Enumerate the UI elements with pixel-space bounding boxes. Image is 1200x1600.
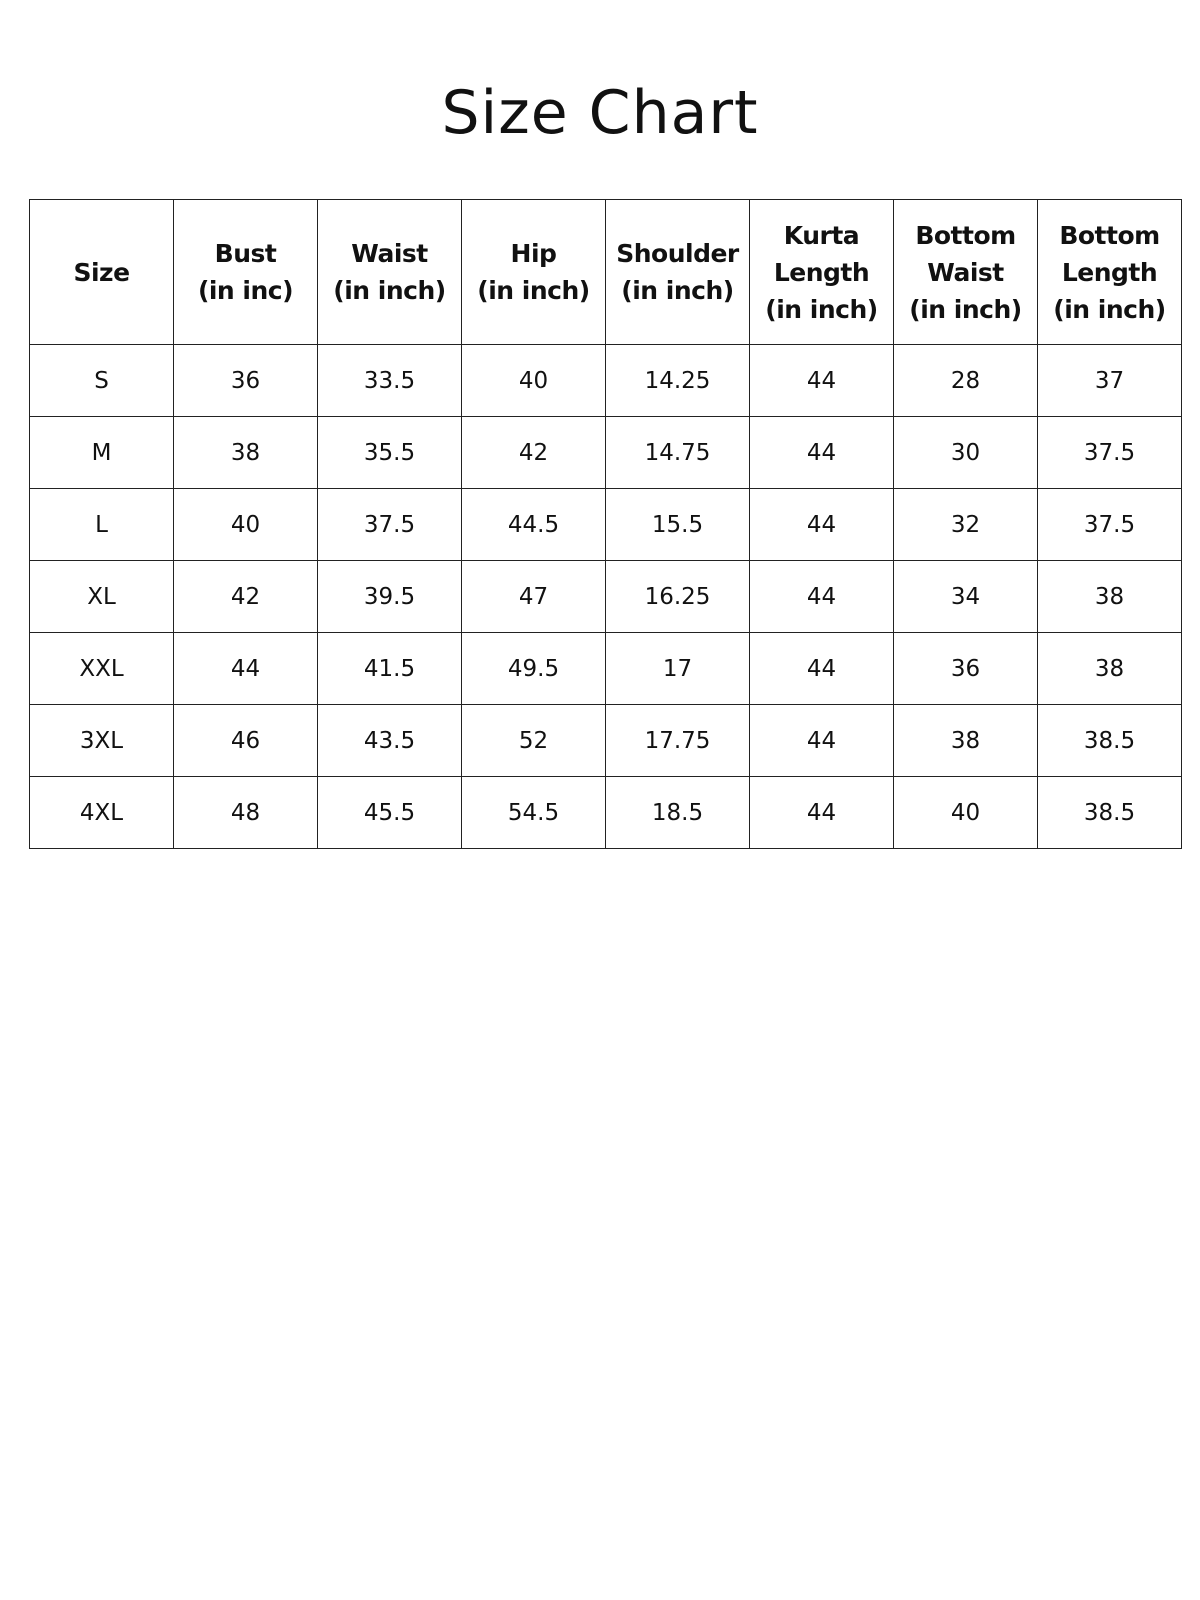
table-cell: 40 <box>461 344 606 417</box>
page-title: Size Chart <box>441 78 759 148</box>
table-cell: 15.5 <box>605 488 750 561</box>
table-cell: 3XL <box>29 704 174 777</box>
table-cell: 54.5 <box>461 776 606 849</box>
table-row: 4XL 48 45.5 54.5 18.5 44 40 38.5 <box>29 776 1182 849</box>
table-cell: 38.5 <box>1037 704 1182 777</box>
table-cell: 14.75 <box>605 416 750 489</box>
header-line: Waist <box>927 257 1004 287</box>
column-header: Bottom Length (in inch) <box>1037 199 1182 345</box>
column-header: Kurta Length (in inch) <box>749 199 894 345</box>
table-cell: 44 <box>749 416 894 489</box>
table-cell: 42 <box>173 560 318 633</box>
table-cell: 38 <box>1037 560 1182 633</box>
table-cell: 30 <box>893 416 1038 489</box>
size-chart-table: Size Bust (in inc) Waist (in inch) Hip (in inc… <box>29 199 1182 849</box>
table-cell: 44 <box>749 560 894 633</box>
table-cell: 32 <box>893 488 1038 561</box>
table-cell: 46 <box>173 704 318 777</box>
table-cell: 49.5 <box>461 632 606 705</box>
table-cell: 18.5 <box>605 776 750 849</box>
header-line: (in inc) <box>197 276 294 305</box>
table-cell: 42 <box>461 416 606 489</box>
table-cell: 33.5 <box>317 344 462 417</box>
header-line: Length <box>773 257 870 287</box>
header-line: Bottom <box>1059 220 1160 250</box>
header-line: (in inch) <box>477 276 590 305</box>
header-line: (in inch) <box>909 294 1022 324</box>
table-cell: 17.75 <box>605 704 750 777</box>
column-header: Shoulder (in inch) <box>605 199 750 345</box>
table-cell: 43.5 <box>317 704 462 777</box>
table-cell: 44 <box>173 632 318 705</box>
column-header: Bottom Waist (in inch) <box>893 199 1038 345</box>
table-cell: 44.5 <box>461 488 606 561</box>
table-cell: 44 <box>749 488 894 561</box>
table-row: L 40 37.5 44.5 15.5 44 32 37.5 <box>29 488 1182 561</box>
table-row: XXL 44 41.5 49.5 17 44 36 38 <box>29 632 1182 705</box>
table-cell: 48 <box>173 776 318 849</box>
table-cell: 52 <box>461 704 606 777</box>
table-cell: 40 <box>173 488 318 561</box>
table-cell: 37.5 <box>1037 416 1182 489</box>
table-cell: 41.5 <box>317 632 462 705</box>
table-cell: 36 <box>893 632 1038 705</box>
table-cell: 37.5 <box>1037 488 1182 561</box>
table-cell: 40 <box>893 776 1038 849</box>
table-cell: 38 <box>1037 632 1182 705</box>
table-cell: XXL <box>29 632 174 705</box>
table-cell: 44 <box>749 704 894 777</box>
table-cell: 44 <box>749 776 894 849</box>
header-line: (in inch) <box>333 276 446 305</box>
table-cell: 34 <box>893 560 1038 633</box>
column-header: Bust (in inc) <box>173 199 318 345</box>
header-line: (in inch) <box>621 276 734 305</box>
table-row: XL 42 39.5 47 16.25 44 34 38 <box>29 560 1182 633</box>
table-cell: 4XL <box>29 776 174 849</box>
table-cell: S <box>29 344 174 417</box>
table-cell: 44 <box>749 344 894 417</box>
header-line: Waist <box>351 239 428 268</box>
table-cell: 28 <box>893 344 1038 417</box>
table-cell: 38.5 <box>1037 776 1182 849</box>
header-row: Size Bust (in inc) Waist (in inch) Hip (in inc… <box>29 199 1182 345</box>
table-cell: 38 <box>893 704 1038 777</box>
table-cell: 47 <box>461 560 606 633</box>
header-line: Length <box>1061 257 1158 287</box>
table-cell: 37 <box>1037 344 1182 417</box>
table-cell: 44 <box>749 632 894 705</box>
header-line: Bust <box>214 239 277 268</box>
table-cell: 36 <box>173 344 318 417</box>
column-header: Hip (in inch) <box>461 199 606 345</box>
table-cell: 16.25 <box>605 560 750 633</box>
column-header: Size <box>29 199 174 345</box>
table-row: 3XL 46 43.5 52 17.75 44 38 38.5 <box>29 704 1182 777</box>
header-line: Bottom <box>915 220 1016 250</box>
table-cell: XL <box>29 560 174 633</box>
table-cell: 17 <box>605 632 750 705</box>
header-line: Kurta <box>783 220 860 250</box>
table-cell: 14.25 <box>605 344 750 417</box>
header-line: Size <box>73 257 130 287</box>
table-cell: 38 <box>173 416 318 489</box>
table-cell: 45.5 <box>317 776 462 849</box>
table-cell: L <box>29 488 174 561</box>
header-line: Shoulder <box>616 239 739 268</box>
column-header: Waist (in inch) <box>317 199 462 345</box>
header-line: (in inch) <box>1053 294 1166 324</box>
header-line: (in inch) <box>765 294 878 324</box>
table-cell: 35.5 <box>317 416 462 489</box>
table-cell: 39.5 <box>317 560 462 633</box>
table-cell: M <box>29 416 174 489</box>
table-row: M 38 35.5 42 14.75 44 30 37.5 <box>29 416 1182 489</box>
header-line: Hip <box>510 239 557 268</box>
table-row: S 36 33.5 40 14.25 44 28 37 <box>29 344 1182 417</box>
table-cell: 37.5 <box>317 488 462 561</box>
